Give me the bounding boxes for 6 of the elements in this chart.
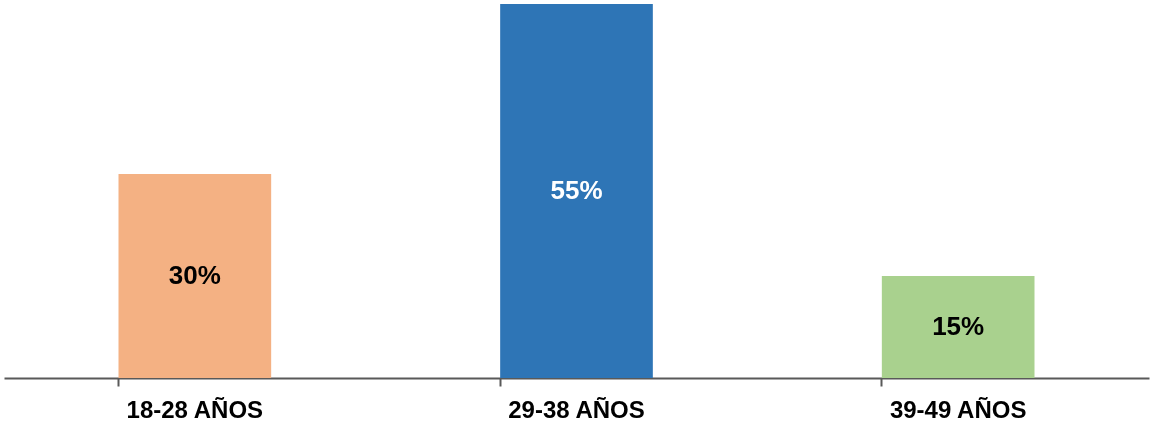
data-label: 55%: [550, 175, 603, 205]
x-tick-label: 18-28 AÑOS: [126, 395, 264, 423]
x-tick-label: 39-49 AÑOS: [889, 395, 1027, 423]
x-tick-label: 29-38 AÑOS: [508, 395, 645, 423]
data-label: 30%: [168, 260, 221, 290]
data-label: 15%: [932, 311, 985, 341]
